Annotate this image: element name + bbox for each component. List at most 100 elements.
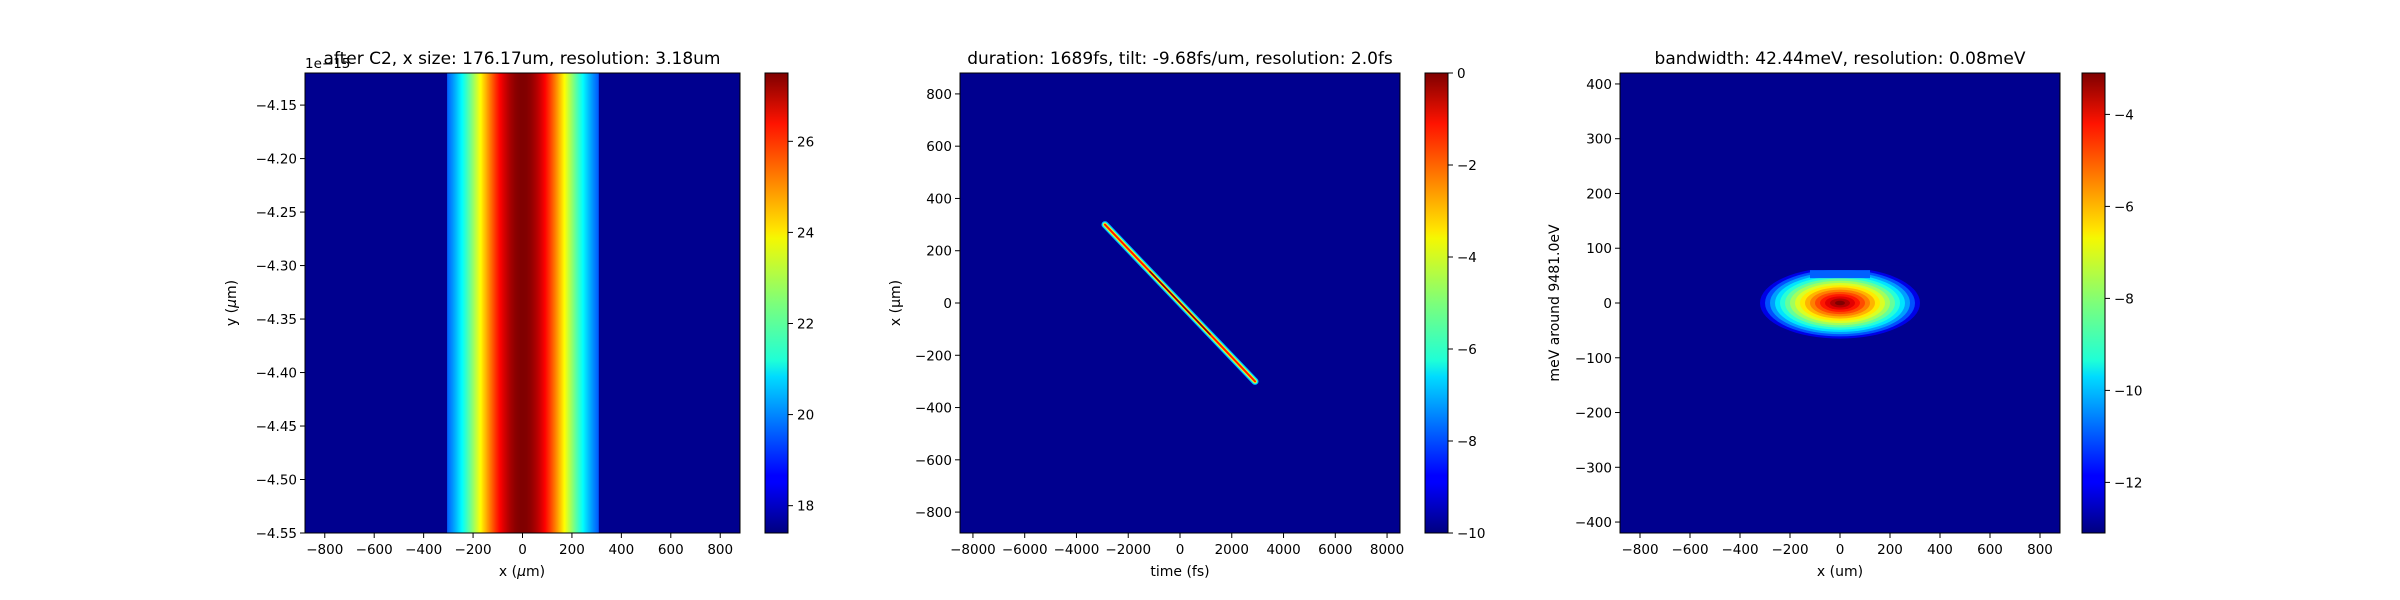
beam-strip <box>510 73 512 533</box>
beam-strip <box>466 73 469 533</box>
beam-strip <box>551 73 554 533</box>
beam-strip <box>475 73 478 533</box>
x-tick-label: −6000 <box>1002 542 1048 558</box>
beam-strip <box>548 73 551 533</box>
y-tick-label: 200 <box>1586 186 1612 202</box>
beam-strip <box>516 73 518 533</box>
beam-strip <box>485 73 488 533</box>
colorbar-tick-label: 24 <box>797 225 814 241</box>
y-tick-label: −4.20 <box>256 152 297 168</box>
beam-strip <box>471 73 474 533</box>
colorbar-gradient <box>1424 72 1449 534</box>
x-axis-ticks: −800 −600 −400 −200 0 200 400 600 800 <box>1621 533 2053 558</box>
y-tick-label: 400 <box>926 191 952 207</box>
beam-strip <box>571 73 574 533</box>
beam-strip <box>504 73 506 533</box>
beam-strip <box>478 73 481 533</box>
beam-strip <box>553 73 556 533</box>
beam-strip <box>463 73 466 533</box>
beam-strip <box>491 73 493 533</box>
spot-top-mask <box>1760 265 1920 271</box>
beam-strip <box>574 73 577 533</box>
beam-strip <box>457 73 459 533</box>
beam-strip <box>490 73 493 533</box>
x-tick-label: −4000 <box>1054 542 1100 558</box>
x-tick-label: −2000 <box>1105 542 1151 558</box>
colorbar-ticks: 0 −2 −4 −6 −8 −10 <box>1448 66 1486 542</box>
colorbar-tick-label: −6 <box>1457 342 1477 358</box>
beam-strip <box>451 73 453 533</box>
beam-strip <box>508 73 510 533</box>
beam-strip <box>514 73 516 533</box>
y-tick-label: −400 <box>915 401 952 417</box>
x-tick-label: −400 <box>1721 542 1758 558</box>
beam-strip <box>461 73 464 533</box>
beam-strip <box>519 73 521 533</box>
x-tick-label: 200 <box>559 542 585 558</box>
beam-strip <box>469 73 472 533</box>
beam-strip <box>570 73 573 533</box>
beam-strip <box>481 73 484 533</box>
x-tick-label: −600 <box>356 542 393 558</box>
beam-strip <box>502 73 504 533</box>
beam-strip <box>539 73 541 533</box>
beam-strip <box>581 73 583 533</box>
colorbar-tick-label: 18 <box>797 499 814 515</box>
beam-strip <box>474 73 477 533</box>
colorbar-tick-label: −2 <box>1457 158 1477 174</box>
x-tick-label: 0 <box>1836 542 1845 558</box>
x-tick-label: −200 <box>455 542 492 558</box>
beam-strip <box>567 73 570 533</box>
beam-strip <box>458 73 461 533</box>
y-tick-label: −4.35 <box>256 312 297 328</box>
colorbar-tick-label: −12 <box>2114 475 2143 491</box>
panel-title: bandwidth: 42.44meV, resolution: 0.08meV <box>1655 49 2026 69</box>
beam-strip <box>476 73 479 533</box>
beam-strip <box>596 73 598 533</box>
beam-strip <box>573 73 576 533</box>
x-tick-label: −800 <box>1621 542 1658 558</box>
beam-strip <box>564 73 567 533</box>
beam-strip <box>527 73 529 533</box>
x-tick-label: 600 <box>658 542 684 558</box>
beam-strip <box>530 73 532 533</box>
x-axis-ticks: −8000 −6000 −4000 −2000 0 2000 4000 6000 8000 <box>950 533 1404 558</box>
beam-strip <box>577 73 580 533</box>
beam-strip <box>505 73 507 533</box>
x-tick-label: −400 <box>405 542 442 558</box>
beam-strip <box>590 73 592 533</box>
beam-strip <box>522 73 524 533</box>
x-tick-label: 2000 <box>1215 542 1249 558</box>
beam-strip <box>499 73 501 533</box>
beam-strip <box>589 73 591 533</box>
beam-strip <box>498 73 500 533</box>
y-tick-label: 200 <box>926 244 952 260</box>
y-axis-label: y (μm) <box>224 280 240 326</box>
beam-strip <box>482 73 485 533</box>
beam-strip <box>556 73 559 533</box>
beam-strip <box>447 73 449 533</box>
y-tick-label: −4.45 <box>256 419 297 435</box>
beam-strip <box>453 73 455 533</box>
y-tick-label: −200 <box>1575 406 1612 422</box>
beam-strip <box>554 73 557 533</box>
beam-strip <box>459 73 462 533</box>
y-tick-label: 300 <box>1586 132 1612 148</box>
beam-strip <box>559 73 562 533</box>
beam-strip <box>464 73 467 533</box>
y-tick-label: −800 <box>915 505 952 521</box>
x-tick-label: 800 <box>2027 542 2053 558</box>
beam-strip <box>585 73 587 533</box>
beam-strip <box>535 73 537 533</box>
beam-strip <box>511 73 513 533</box>
beam-strip <box>557 73 560 533</box>
colorbar-ticks: 18 20 22 24 26 <box>788 134 814 515</box>
image-area <box>305 73 740 533</box>
beam-strip <box>580 73 582 533</box>
colorbar-tick-label: −8 <box>2114 291 2134 307</box>
beam-strip <box>533 73 535 533</box>
y-axis-ticks: 400 300 200 100 0 −100 −200 −300 −400 <box>1575 77 1620 531</box>
beam-strip <box>507 73 509 533</box>
beam-strip <box>467 73 470 533</box>
